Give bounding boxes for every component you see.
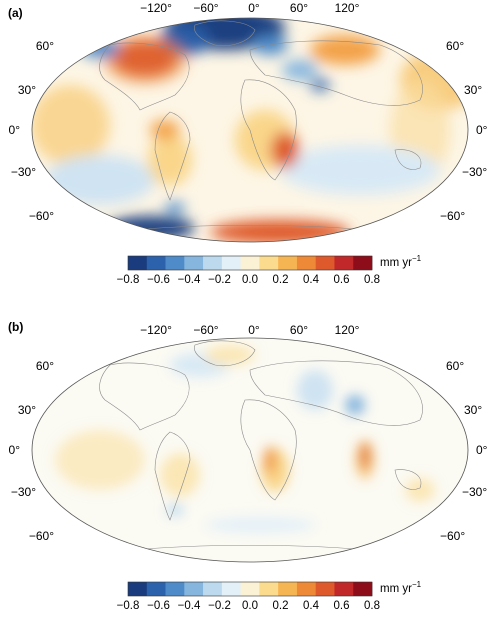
colorbar-tick-label: −0.2 — [208, 274, 231, 286]
colorbar-tick-label: 0.6 — [334, 600, 350, 612]
map-outline-b — [31, 337, 469, 563]
lon-tick: −60° — [193, 323, 218, 337]
colorbar-swatch — [278, 256, 298, 270]
colorbar-border — [127, 255, 373, 271]
colorbar-tick-label: 0.2 — [273, 600, 289, 612]
colorbar-a: −0.8 −0.6 −0.4 −0.2 0.0 0.2 0.4 0.6 0.8mm yr−1 — [117, 254, 422, 286]
panel-a: (a) — [0, 0, 500, 300]
colorbar-unit: mm yr−1 — [380, 580, 422, 595]
lon-tick: 0° — [248, 1, 260, 15]
colorbar-swatch — [146, 582, 166, 596]
colorbar-swatch — [259, 256, 279, 270]
lat-tick: −60° — [29, 209, 54, 223]
colorbar-swatch — [334, 582, 354, 596]
lon-tick: 120° — [335, 323, 360, 337]
colorbar-tick-label: −0.4 — [178, 274, 201, 286]
colorbar-border — [127, 581, 373, 597]
lat-ticks-right-a: 60° 30° 0° −30° −60° — [440, 39, 488, 223]
colorbar-swatch — [184, 256, 204, 270]
colorbar-tick-label: −0.4 — [178, 600, 201, 612]
colorbar-swatch — [278, 582, 298, 596]
colorbar-tick-label: −0.2 — [208, 600, 231, 612]
lon-ticks-a: −120° −60° 0° 60° 120° — [140, 1, 360, 15]
colorbar-swatch — [334, 256, 354, 270]
colorbar-tick-label: 0.2 — [273, 274, 289, 286]
colorbar-swatch — [184, 582, 204, 596]
colorbar-unit: mm yr−1 — [380, 254, 422, 269]
lon-tick: −120° — [140, 323, 172, 337]
lon-ticks-b: −120° −60° 0° 60° 120° — [140, 323, 360, 337]
colorbar-swatch — [203, 256, 223, 270]
lon-tick: −60° — [193, 1, 218, 15]
colorbar-swatch — [128, 256, 148, 270]
anomaly-field-b — [32, 338, 468, 562]
lat-tick: 0° — [476, 443, 488, 457]
map-b: −120° −60° 0° 60° 120° 60° 30° 0° −30° −… — [9, 323, 488, 612]
lat-tick: −30° — [462, 485, 487, 499]
colorbar-tick-label: 0.8 — [364, 600, 380, 612]
lat-tick: −30° — [462, 165, 487, 179]
lat-tick: 30° — [464, 403, 482, 417]
lat-tick: 60° — [36, 359, 54, 373]
lat-tick: −60° — [440, 209, 465, 223]
lat-tick: 0° — [476, 123, 488, 137]
lat-tick: −30° — [11, 485, 36, 499]
colorbar-tick-label: 0.4 — [303, 274, 320, 286]
anomaly-field-a — [32, 18, 468, 242]
colorbar-tick-label: 0.6 — [334, 274, 350, 286]
map-outline-a — [31, 17, 469, 243]
lat-tick: 60° — [36, 39, 54, 53]
lon-tick: 60° — [290, 1, 308, 15]
lat-tick: 30° — [18, 403, 36, 417]
colorbar-tick-label: −0.8 — [117, 274, 140, 286]
lat-tick: 0° — [9, 123, 21, 137]
lat-tick: −30° — [11, 165, 36, 179]
colorbar-swatch — [203, 582, 223, 596]
lat-tick: 30° — [18, 83, 36, 97]
panel-b: (b) — [0, 310, 500, 622]
lon-tick: −120° — [140, 1, 172, 15]
colorbar-swatch — [165, 256, 185, 270]
lat-ticks-left-b: 60° 30° 0° −30° −60° — [9, 359, 55, 543]
lat-tick: 0° — [9, 443, 21, 457]
lat-tick: −60° — [440, 529, 465, 543]
colorbar-swatch — [259, 582, 279, 596]
lon-tick: 60° — [290, 323, 308, 337]
colorbar-swatch — [315, 582, 335, 596]
colorbar-unit-exponent: −1 — [412, 254, 422, 263]
colorbar-swatch — [221, 582, 241, 596]
colorbar-swatch — [296, 582, 316, 596]
panel-label: (a) — [8, 6, 23, 20]
colorbar-tick-label: 0.0 — [242, 600, 258, 612]
lon-tick: 0° — [248, 323, 260, 337]
colorbar-swatch — [128, 582, 148, 596]
colorbar-swatch — [296, 256, 316, 270]
colorbar-tick-label: −0.6 — [147, 600, 170, 612]
colorbar-swatch — [165, 582, 185, 596]
colorbar-tick-label: 0.0 — [242, 274, 258, 286]
lat-tick: 60° — [446, 39, 464, 53]
colorbar-tick-label: −0.6 — [147, 274, 170, 286]
colorbar-swatch — [315, 256, 335, 270]
panel-label: (b) — [8, 320, 24, 334]
lat-tick: 30° — [464, 83, 482, 97]
colorbar-tick-label: 0.4 — [303, 600, 320, 612]
colorbar-b: −0.8 −0.6 −0.4 −0.2 0.0 0.2 0.4 0.6 0.8mm yr−1 — [117, 580, 422, 612]
colorbar-swatch — [221, 256, 241, 270]
colorbar-swatch — [353, 256, 373, 270]
lat-ticks-right-b: 60° 30° 0° −30° −60° — [440, 359, 488, 543]
lat-ticks-left-a: 60° 30° 0° −30° −60° — [9, 39, 55, 223]
colorbar-swatch — [240, 582, 260, 596]
colorbar-swatch — [146, 256, 166, 270]
colorbar-unit-exponent: −1 — [412, 580, 422, 589]
lon-tick: 120° — [335, 1, 360, 15]
colorbar-tick-label: 0.8 — [364, 274, 380, 286]
colorbar-tick-label: −0.8 — [117, 600, 140, 612]
colorbar-swatch — [353, 582, 373, 596]
lat-tick: −60° — [29, 529, 54, 543]
map-a: −120° −60° 0° 60° 120° 60° 30° 0° −30° −… — [9, 1, 488, 286]
colorbar-swatch — [240, 256, 260, 270]
lat-tick: 60° — [446, 359, 464, 373]
